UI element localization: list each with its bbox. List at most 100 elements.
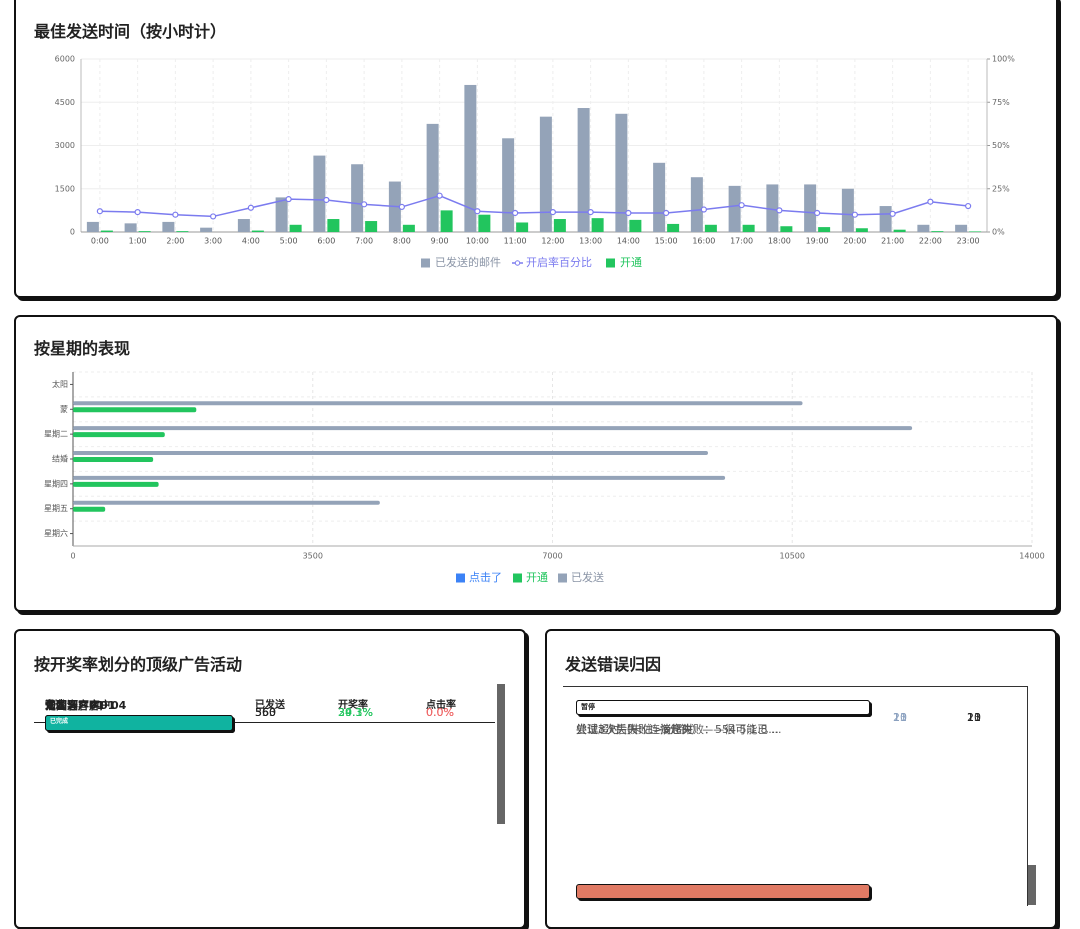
x-tick-label: 18:00 — [768, 237, 791, 246]
y-tick-label: 星期二 — [44, 430, 68, 439]
open-rate: 34.3% — [338, 706, 373, 719]
error-total: 20 — [967, 711, 981, 724]
point — [436, 192, 443, 199]
legend-label: 开启率百分比 — [526, 255, 592, 269]
x-tick-label: 6:00 — [317, 237, 335, 246]
x-tick-label: 10500 — [780, 552, 805, 561]
bar — [577, 108, 590, 232]
x-tick-label: 8:00 — [393, 237, 411, 246]
bar — [879, 206, 892, 232]
x-tick-label: 0:00 — [91, 237, 109, 246]
x-tick-label: 13:00 — [579, 237, 602, 246]
bar — [780, 226, 793, 232]
charts: 0 1500 3000 4500 6000 0% 25% 50% 75% 100% 0:00 1:00… — [44, 55, 1045, 585]
error-message: 尝试3次后失败：消息失败：554 5.1.8 ... — [576, 723, 782, 736]
bar — [893, 229, 906, 232]
legend-swatch — [421, 258, 430, 268]
bar — [629, 219, 642, 232]
error-message: 处理超时（卡住>5分钟）——很可能已... — [576, 723, 779, 736]
y-tick-label: 1500 — [55, 184, 75, 193]
click-rate: 0.0% — [426, 706, 454, 719]
point — [587, 209, 594, 216]
bar — [478, 214, 491, 232]
bar — [200, 227, 213, 232]
x-tick-label: 2:00 — [166, 237, 184, 246]
bar — [766, 184, 779, 232]
point — [927, 198, 934, 205]
table-row: 暂停 处理超时（卡住>5分钟）——很可能已... 11 11 — [563, 700, 1027, 873]
scrollbar[interactable] — [1028, 865, 1036, 905]
x-tick-label: 1:00 — [129, 237, 147, 246]
bar — [464, 84, 477, 232]
column-header: 已发送 — [255, 700, 285, 711]
y-tick-label: 4500 — [55, 98, 75, 107]
point — [549, 209, 556, 216]
bar — [289, 224, 302, 232]
x-tick-label: 23:00 — [957, 237, 980, 246]
sent: 363 — [255, 706, 276, 719]
bar — [162, 221, 175, 232]
y2-tick-label: 0% — [992, 228, 1005, 237]
legend-label: 开通 — [526, 571, 548, 584]
x-tick-label: 10:00 — [466, 237, 489, 246]
bar — [818, 227, 831, 232]
bar — [73, 407, 197, 413]
panel-title: 按星期的表现 — [34, 339, 131, 358]
y-tick-label: 0 — [70, 228, 75, 237]
x-tick-label: 3:00 — [204, 237, 222, 246]
point — [361, 201, 368, 208]
x-tick-label: 19:00 — [806, 237, 829, 246]
bar — [704, 224, 717, 232]
point — [625, 209, 632, 217]
bar — [553, 219, 566, 232]
error-total: 11 — [967, 711, 981, 724]
column-header: 开奖率 — [338, 700, 368, 711]
bar — [327, 219, 340, 232]
y-tick-label: 3000 — [55, 141, 75, 150]
error-count: 13 — [893, 711, 907, 724]
click-rate: 0.0% — [426, 706, 454, 719]
y2-tick-label: 50% — [992, 141, 1010, 150]
scrollbar[interactable] — [497, 684, 505, 824]
bar — [667, 223, 680, 232]
y-tick-label: 6000 — [55, 55, 75, 64]
bar — [73, 475, 726, 480]
column-header: 竞选 — [45, 700, 65, 711]
legend-dot — [514, 260, 521, 266]
y-tick-label: 星期六 — [44, 528, 68, 538]
legend-swatch — [606, 258, 615, 268]
x-tick-label: 7000 — [542, 552, 562, 561]
bar — [73, 401, 803, 406]
bar — [855, 228, 868, 232]
point — [851, 211, 858, 218]
legend-label: 点击了 — [469, 571, 502, 584]
bar — [351, 164, 364, 232]
x-tick-label: 12:00 — [541, 237, 564, 246]
table-row: 葡萄牙客户01 已完成 550 29.1% 0.0% — [34, 699, 495, 861]
error-total: 13 — [967, 711, 981, 724]
x-tick-label: 16:00 — [692, 237, 715, 246]
point — [96, 208, 103, 215]
open-rate: 29.1% — [338, 706, 373, 719]
x-tick-label: 20:00 — [843, 237, 866, 246]
point — [512, 209, 519, 217]
x-tick-label: 4:00 — [242, 237, 260, 246]
point — [889, 210, 896, 217]
y-tick-label: 星期四 — [44, 479, 68, 488]
y2-tick-label: 100% — [992, 55, 1015, 64]
bar — [690, 177, 703, 232]
click-rate: 0.0% — [426, 706, 454, 719]
column-header: 点击率 — [426, 700, 456, 711]
bar — [176, 231, 189, 232]
bar — [251, 230, 264, 232]
bar — [73, 500, 380, 505]
error-message: 尝试3次失败：连接超时 — [576, 723, 693, 736]
error-count: 11 — [893, 711, 907, 724]
bar — [591, 218, 604, 232]
y2-tick-label: 75% — [992, 98, 1010, 107]
legend-label: 开通 — [620, 256, 642, 269]
y-tick-label: 星期五 — [44, 504, 68, 513]
sent: 560 — [255, 706, 276, 719]
x-tick-label: 7:00 — [355, 237, 373, 246]
bar — [426, 123, 439, 232]
